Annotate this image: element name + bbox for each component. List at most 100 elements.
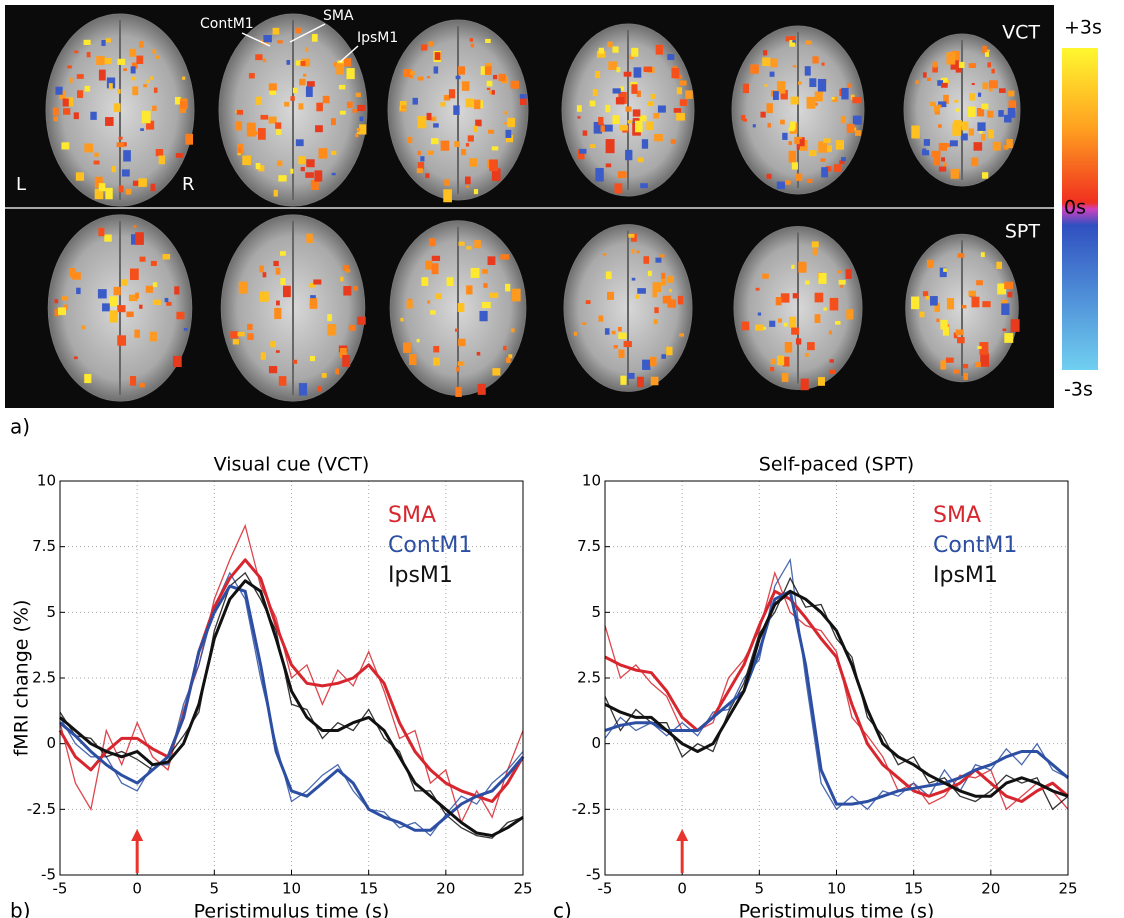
activation-spot bbox=[823, 145, 832, 152]
activation-spot bbox=[417, 76, 424, 81]
activation-spot bbox=[466, 246, 472, 250]
activation-spot bbox=[797, 81, 802, 85]
activation-spot bbox=[980, 252, 985, 257]
activation-spot bbox=[946, 298, 955, 310]
activation-spot bbox=[510, 80, 520, 89]
activation-spot bbox=[820, 158, 826, 162]
activation-spot bbox=[789, 316, 797, 328]
activation-spot bbox=[343, 286, 352, 296]
activation-spot bbox=[433, 66, 439, 74]
activation-spot bbox=[174, 286, 180, 295]
activation-spot bbox=[646, 121, 653, 131]
x-tick-label: 25 bbox=[513, 880, 532, 898]
activation-spot bbox=[951, 50, 960, 61]
activation-spot bbox=[484, 66, 492, 75]
activation-spot bbox=[403, 69, 412, 78]
activation-spot bbox=[961, 304, 967, 309]
activation-spot bbox=[642, 359, 651, 370]
activation-spot bbox=[487, 256, 496, 266]
activation-spot bbox=[132, 180, 139, 186]
raw-line bbox=[59, 523, 524, 825]
activation-spot bbox=[237, 147, 242, 153]
activation-spot bbox=[93, 160, 100, 165]
activation-spot bbox=[602, 253, 607, 256]
activation-spot bbox=[262, 272, 267, 278]
x-tick-label: 0 bbox=[677, 880, 687, 898]
activation-spot bbox=[804, 352, 809, 357]
activation-spot bbox=[306, 81, 315, 87]
activation-spot bbox=[503, 345, 507, 351]
activation-spot bbox=[825, 166, 832, 172]
activation-spot bbox=[573, 331, 577, 336]
activation-spot bbox=[977, 122, 986, 131]
activation-spot bbox=[1008, 90, 1015, 97]
activation-spot bbox=[627, 372, 635, 379]
activation-spot bbox=[841, 157, 846, 162]
activation-spot bbox=[322, 95, 330, 104]
activation-spot bbox=[938, 142, 948, 151]
activation-spot bbox=[343, 58, 352, 67]
activation-spot bbox=[598, 47, 604, 54]
activation-spot bbox=[620, 375, 627, 385]
activation-spot bbox=[788, 141, 793, 146]
activation-spot bbox=[430, 310, 436, 315]
activation-spot bbox=[782, 132, 788, 140]
activation-spot bbox=[491, 146, 499, 151]
activation-spot bbox=[425, 260, 433, 270]
activation-spot bbox=[968, 290, 977, 297]
activation-spot bbox=[145, 285, 154, 293]
activation-spot bbox=[632, 118, 640, 123]
activation-spot bbox=[456, 366, 460, 372]
activation-spot bbox=[61, 296, 69, 301]
activation-spot bbox=[776, 181, 785, 190]
activation-spot bbox=[821, 167, 829, 178]
activation-spot bbox=[998, 88, 1006, 93]
activation-spot bbox=[327, 324, 337, 336]
activation-spot bbox=[260, 352, 266, 360]
activation-spot bbox=[508, 354, 513, 359]
activation-spot bbox=[785, 180, 791, 185]
activation-spot bbox=[435, 293, 442, 300]
activation-spot bbox=[653, 113, 660, 119]
activation-spot bbox=[314, 170, 323, 182]
activation-spot bbox=[470, 267, 480, 278]
activation-spot bbox=[957, 337, 965, 344]
activation-spot bbox=[667, 275, 674, 283]
activation-spot bbox=[483, 283, 488, 288]
activation-spot bbox=[331, 118, 336, 126]
activation-spot bbox=[934, 303, 941, 312]
y-tick-label: 7.5 bbox=[577, 537, 601, 555]
activation-spot bbox=[81, 325, 86, 330]
activation-spot bbox=[837, 270, 842, 274]
activation-spot bbox=[636, 90, 641, 98]
x-tick-label: 15 bbox=[359, 880, 378, 898]
activation-spot bbox=[984, 52, 990, 57]
raw-line bbox=[604, 557, 1069, 811]
activation-spot bbox=[953, 120, 962, 127]
activation-spot bbox=[577, 116, 581, 119]
activation-spot bbox=[784, 341, 793, 353]
activation-spot bbox=[791, 162, 799, 170]
smoothed-line bbox=[604, 589, 1069, 803]
activation-spot bbox=[596, 50, 606, 58]
activation-spot bbox=[679, 80, 687, 86]
activation-spot bbox=[162, 254, 171, 260]
activation-spot bbox=[806, 178, 813, 183]
x-tick-label: 10 bbox=[827, 880, 846, 898]
activation-spot bbox=[305, 47, 309, 52]
activation-spot bbox=[474, 239, 481, 249]
activation-spot bbox=[940, 77, 948, 83]
activation-spot bbox=[1001, 303, 1010, 315]
activation-spot bbox=[428, 116, 437, 121]
activation-spot bbox=[957, 253, 965, 258]
activation-spot bbox=[152, 299, 161, 305]
activation-spot bbox=[477, 383, 486, 395]
activation-spot bbox=[75, 172, 85, 181]
region-label: ContM1 bbox=[200, 16, 254, 32]
activation-spot bbox=[308, 283, 316, 288]
activation-spot bbox=[650, 93, 656, 99]
activation-spot bbox=[248, 73, 255, 79]
activation-spot bbox=[652, 282, 662, 293]
activation-spot bbox=[953, 332, 958, 339]
